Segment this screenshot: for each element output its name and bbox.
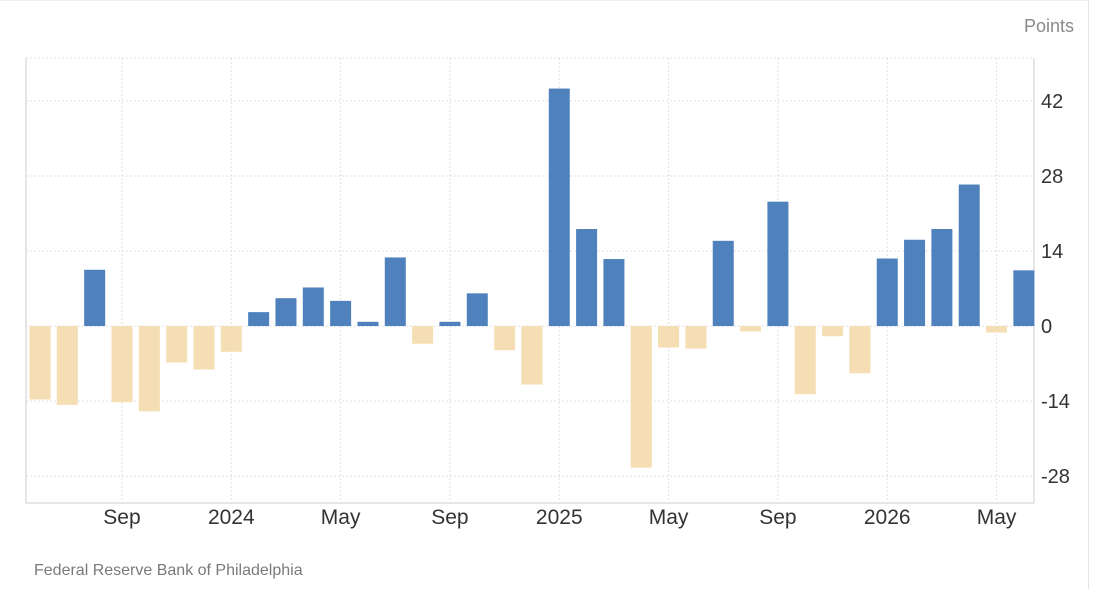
bar-2024-05	[330, 300, 352, 327]
bar-2024-11	[494, 326, 516, 351]
y-tick-label: 0	[1041, 316, 1052, 338]
x-tick-label: 2025	[536, 506, 583, 529]
y-tick-label: 42	[1041, 91, 1063, 113]
y-tick-label: 28	[1041, 166, 1063, 188]
bar-2023-08	[84, 269, 106, 327]
bar-2024-03	[275, 298, 297, 327]
y-axis-ticks: -28 -14 0 14 28 42	[1041, 91, 1070, 488]
x-tick-label: May	[649, 506, 689, 529]
bar-2025-07	[712, 240, 734, 327]
bar-2024-10	[466, 293, 488, 327]
bar-2025-08	[740, 326, 762, 332]
bar-2023-09	[111, 326, 133, 403]
x-axis-ticks: Sep 2024 May Sep 2025 May Sep 2026 May	[103, 506, 1017, 529]
bar-2026-05	[986, 326, 1008, 333]
x-tick-label: May	[977, 506, 1017, 529]
bar-2025-05	[658, 326, 680, 348]
bar-2023-11	[166, 326, 188, 363]
bar-2026-01	[876, 258, 898, 327]
bars	[29, 88, 1035, 468]
bar-2024-09	[439, 321, 461, 327]
source-credit: Federal Reserve Bank of Philadelphia	[34, 562, 303, 579]
y-tick-label: 14	[1041, 241, 1063, 263]
bar-2025-11	[822, 326, 844, 337]
bar-2023-07	[56, 326, 78, 405]
bar-2024-01	[220, 326, 242, 352]
x-tick-label: Sep	[431, 506, 468, 529]
bar-2024-06	[357, 321, 379, 327]
x-tick-label: 2026	[864, 506, 911, 529]
bar-2024-12	[521, 326, 543, 385]
bar-2025-03	[603, 259, 625, 327]
bar-2025-10	[794, 326, 816, 395]
bar-2025-12	[849, 326, 871, 374]
bar-2026-06	[1013, 270, 1035, 327]
x-tick-label: May	[321, 506, 361, 529]
bar-2025-09	[767, 201, 789, 327]
bar-2025-02	[576, 229, 598, 327]
bar-2025-04	[630, 326, 652, 468]
bar-2025-06	[685, 326, 707, 349]
x-tick-label: 2024	[208, 506, 255, 529]
y-tick-label: -28	[1041, 466, 1070, 488]
bar-2023-10	[138, 326, 160, 412]
bar-2024-04	[302, 287, 324, 327]
unit-label: Points	[1023, 16, 1074, 36]
bar-2024-08	[412, 326, 434, 344]
bar-2026-03	[931, 229, 953, 327]
bar-2026-02	[904, 239, 926, 327]
bar-2023-12	[193, 326, 215, 370]
bar-2024-07	[384, 257, 406, 327]
bar-2025-01	[548, 88, 570, 327]
y-tick-label: -14	[1041, 391, 1070, 413]
x-tick-label: Sep	[103, 506, 140, 529]
bar-2026-04	[958, 184, 980, 327]
x-tick-label: Sep	[759, 506, 796, 529]
bar-2023-06	[29, 326, 51, 400]
bar-2024-02	[248, 312, 270, 327]
